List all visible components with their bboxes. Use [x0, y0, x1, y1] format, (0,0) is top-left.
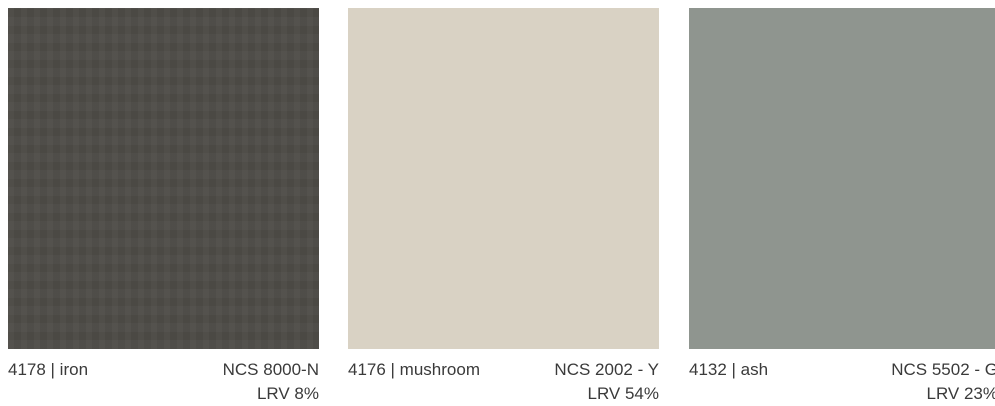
swatch-ncs-code: NCS 5502 - G	[891, 360, 995, 379]
swatch-card-mushroom[interactable]: 4176 | mushroom NCS 2002 - Y LRV 54%	[348, 8, 659, 403]
swatch-name: 4176 | mushroom	[348, 360, 480, 379]
swatch-caption: 4176 | mushroom NCS 2002 - Y LRV 54%	[348, 349, 659, 403]
swatch-lrv: LRV 23%	[926, 384, 995, 403]
swatch-caption: 4132 | ash NCS 5502 - G LRV 23%	[689, 349, 995, 403]
color-swatch-ash[interactable]	[689, 8, 995, 349]
color-swatch-mushroom[interactable]	[348, 8, 659, 349]
swatch-lrv: LRV 54%	[587, 384, 659, 403]
swatch-ncs-code: NCS 8000-N	[222, 360, 319, 379]
swatch-lrv: LRV 8%	[256, 384, 319, 403]
color-swatch-iron[interactable]	[8, 8, 319, 349]
swatch-name: 4132 | ash	[689, 360, 769, 379]
swatch-caption: 4178 | iron NCS 8000-N LRV 8%	[8, 349, 319, 403]
swatch-card-ash[interactable]: 4132 | ash NCS 5502 - G LRV 23%	[689, 8, 995, 403]
swatch-ncs-code: NCS 2002 - Y	[554, 360, 659, 379]
swatch-card-iron[interactable]: 4178 | iron NCS 8000-N LRV 8%	[8, 8, 319, 403]
swatch-name: 4178 | iron	[8, 360, 89, 379]
